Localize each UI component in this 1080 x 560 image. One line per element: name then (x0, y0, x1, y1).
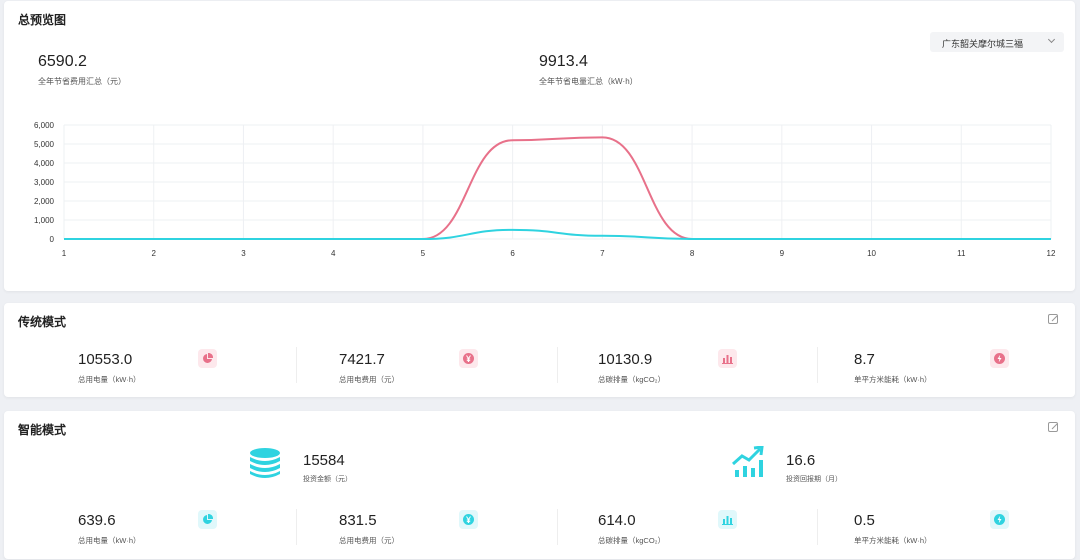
smart-mode-title: 智能模式 (18, 423, 67, 437)
y-tick-label: 3,000 (34, 178, 55, 187)
metric-value: 10130.9 (598, 351, 653, 368)
y-tick-label: 4,000 (34, 159, 55, 168)
divider (296, 347, 297, 383)
traditional-mode-card: 传统模式 10553.0 总用电量（kW·h） 7421.7 总用电费用（元） … (4, 303, 1075, 397)
annual-energy-savings-value: 9913.4 (539, 53, 588, 70)
x-tick-label: 7 (600, 249, 605, 258)
traditional-energy-per-sqm: 8.7 单平方米能耗（kW·h） (854, 349, 1080, 391)
x-tick-label: 3 (241, 249, 246, 258)
edit-icon[interactable] (1048, 422, 1058, 432)
payback-period: 16.6 投资回报期（月） (786, 452, 842, 484)
location-select[interactable]: 广东韶关摩尔城三福 (930, 32, 1064, 52)
divider (557, 509, 558, 545)
metric-value: 639.6 (78, 512, 116, 529)
series-line-1 (64, 228, 1051, 241)
metric-label: 总用电量（kW·h） (78, 536, 141, 545)
pie-chart-icon (198, 349, 217, 368)
x-tick-label: 4 (331, 249, 336, 258)
divider (296, 509, 297, 545)
chevron-down-icon (1047, 35, 1056, 44)
traditional-total-cost: 7421.7 总用电费用（元） (339, 349, 579, 391)
series-line-0 (64, 136, 1051, 241)
annual-cost-savings-value: 6590.2 (38, 53, 87, 70)
metric-label: 总碳排量（kgCO₂） (598, 375, 666, 384)
bar-chart-icon (718, 510, 737, 529)
metric-label: 单平方米能耗（kW·h） (854, 375, 932, 384)
metric-label: 单平方米能耗（kW·h） (854, 536, 932, 545)
y-tick-label: 1,000 (34, 216, 55, 225)
smart-total-cost: 831.5 总用电费用（元） (339, 510, 579, 552)
metric-value: 10553.0 (78, 351, 133, 368)
payback-value: 16.6 (786, 452, 816, 469)
metric-value: 0.5 (854, 512, 875, 529)
traditional-total-power: 10553.0 总用电量（kW·h） (78, 349, 318, 391)
yen-icon (459, 349, 478, 368)
lightning-icon (990, 349, 1009, 368)
metric-label: 总用电费用（元） (339, 375, 399, 384)
investment-label: 投资金额（元） (303, 476, 352, 483)
overview-title: 总预览图 (18, 13, 67, 27)
investment-value: 15584 (303, 452, 345, 469)
metric-value: 7421.7 (339, 351, 385, 368)
smart-carbon-emission: 614.0 总碳排量（kgCO₂） (598, 510, 838, 552)
metric-value: 8.7 (854, 351, 875, 368)
metric-label: 总用电量（kW·h） (78, 375, 141, 384)
metric-value: 614.0 (598, 512, 636, 529)
divider (817, 347, 818, 383)
x-tick-label: 10 (867, 249, 876, 258)
location-select-value: 广东韶关摩尔城三福 (942, 39, 1024, 49)
x-tick-label: 1 (62, 249, 67, 258)
metric-label: 总用电费用（元） (339, 536, 399, 545)
trend-up-icon (732, 445, 764, 483)
x-tick-label: 9 (780, 249, 785, 258)
metric-label: 总碳排量（kgCO₂） (598, 536, 666, 545)
x-tick-label: 5 (421, 249, 426, 258)
annual-energy-savings-label: 全年节省电量汇总（kW·h） (539, 77, 638, 86)
smart-total-power: 639.6 总用电量（kW·h） (78, 510, 318, 552)
divider (817, 509, 818, 545)
lightning-icon (990, 510, 1009, 529)
edit-icon[interactable] (1048, 314, 1058, 324)
bar-chart-icon (718, 349, 737, 368)
x-tick-label: 8 (690, 249, 695, 258)
y-tick-label: 5,000 (34, 140, 55, 149)
annual-cost-savings-label: 全年节省费用汇总（元） (38, 77, 126, 86)
coin-stack-icon (249, 447, 281, 484)
smart-energy-per-sqm: 0.5 单平方米能耗（kW·h） (854, 510, 1080, 552)
investment-amount: 15584 投资金额（元） (303, 452, 352, 484)
payback-label: 投资回报期（月） (786, 476, 842, 483)
smart-mode-card: 智能模式 15584 投资金额（元） 16.6 投资回报期（月） 639.6 总… (4, 411, 1075, 559)
x-tick-label: 12 (1047, 249, 1056, 258)
y-tick-label: 0 (50, 235, 55, 244)
x-tick-label: 11 (957, 249, 966, 258)
annual-cost-savings: 6590.2 全年节省费用汇总（元） (38, 53, 126, 87)
annual-energy-savings: 9913.4 全年节省电量汇总（kW·h） (539, 53, 638, 87)
y-tick-label: 2,000 (34, 197, 55, 206)
x-tick-label: 6 (510, 249, 515, 258)
y-tick-label: 6,000 (34, 121, 55, 130)
yen-icon (459, 510, 478, 529)
traditional-carbon-emission: 10130.9 总碳排量（kgCO₂） (598, 349, 838, 391)
traditional-mode-title: 传统模式 (18, 315, 67, 329)
overview-card: 总预览图 广东韶关摩尔城三福 6590.2 全年节省费用汇总（元） 9913.4… (4, 1, 1075, 291)
divider (557, 347, 558, 383)
x-tick-label: 2 (152, 249, 157, 258)
metric-value: 831.5 (339, 512, 377, 529)
pie-chart-icon (198, 510, 217, 529)
